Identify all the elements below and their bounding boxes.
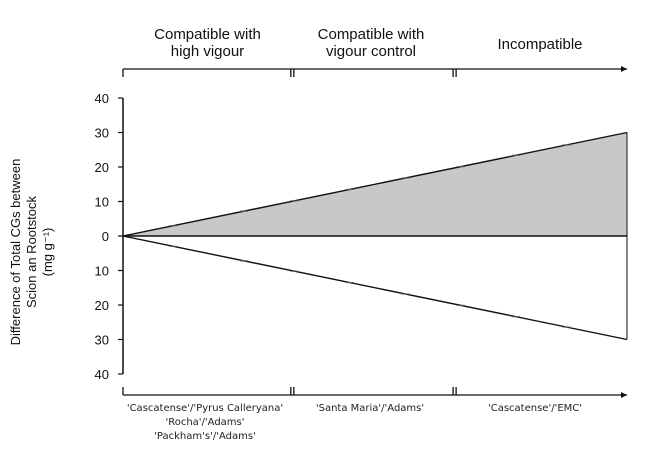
footer-label-line: 'Santa Maria'/'Adams'	[315, 403, 425, 414]
series-line-2	[122, 235, 628, 341]
group-header-vigour-control: Compatible with vigour control	[290, 26, 452, 60]
y-tick-label: 20	[95, 160, 109, 175]
chart-areas	[122, 131, 628, 341]
footer-label-line: 'Packham's'/'Adams'	[154, 431, 256, 442]
group-header-high-vigour: Compatible with high vigour	[125, 26, 290, 60]
y-axis-label: Difference of Total CGs between Scion an…	[8, 142, 56, 362]
y-tick-label: 40	[95, 367, 109, 382]
footer-label-line: 'Cascatense'/'EMC'	[487, 403, 582, 414]
y-axis-label-line: Difference of Total CGs between	[8, 158, 23, 346]
y-tick-label: 40	[95, 91, 109, 106]
footer-label-group-2: 'Santa Maria'/'Adams'	[295, 402, 445, 416]
y-tick-label: 30	[95, 333, 109, 348]
y-axis-label-line: Scion an Rootstock	[24, 196, 39, 309]
footer-label-line: 'Rocha'/'Adams'	[165, 417, 245, 428]
y-tick-label: 10	[95, 195, 109, 210]
group-header-line: high vigour	[170, 43, 245, 60]
group-header-incompatible: Incompatible	[452, 36, 628, 53]
chart-axes: 40 30 20 10 0 10 20 30 40	[95, 91, 627, 382]
group-header-line: Incompatible	[497, 36, 583, 53]
y-tick-label: 0	[102, 229, 109, 244]
group-header-line: Compatible with	[154, 26, 261, 43]
y-tick-label: 10	[95, 264, 109, 279]
footer-label-group-3: 'Cascatense'/'EMC'	[460, 402, 610, 416]
series-line-1	[122, 131, 628, 237]
footer-label-line: 'Cascatense'/'Pyrus Calleryana'	[126, 403, 284, 414]
footer-label-group-1: 'Cascatense'/'Pyrus Calleryana' 'Rocha'/…	[105, 402, 305, 444]
group-brackets	[122, 66, 627, 398]
top-bracket-arrow	[621, 66, 627, 72]
y-tick-label: 30	[95, 126, 109, 141]
group-header-line: Compatible with	[317, 26, 425, 43]
y-tick-label: 20	[95, 298, 109, 313]
y-axis-label-line: (mg g⁻¹)	[40, 227, 55, 277]
group-header-line: vigour control	[325, 43, 417, 60]
bottom-bracket-arrow	[621, 392, 627, 398]
